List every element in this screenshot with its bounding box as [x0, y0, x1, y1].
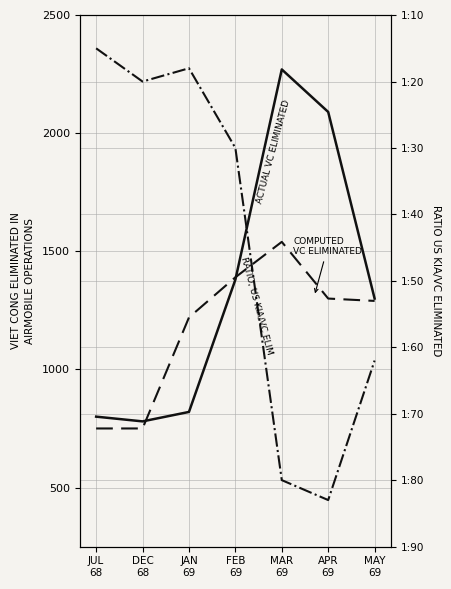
Text: ACTUAL VC ELIMINATED: ACTUAL VC ELIMINATED	[254, 98, 290, 204]
Y-axis label: RATIO US KIA/VC ELIMINATED: RATIO US KIA/VC ELIMINATED	[430, 205, 440, 356]
Y-axis label: VIET CONG ELIMINATED IN
AIRMOBILE OPERATIONS: VIET CONG ELIMINATED IN AIRMOBILE OPERAT…	[11, 213, 35, 349]
Text: RATIO, US KIA/VC ELIM: RATIO, US KIA/VC ELIM	[239, 256, 273, 356]
Text: COMPUTED
VC ELIMINATED: COMPUTED VC ELIMINATED	[293, 237, 361, 292]
